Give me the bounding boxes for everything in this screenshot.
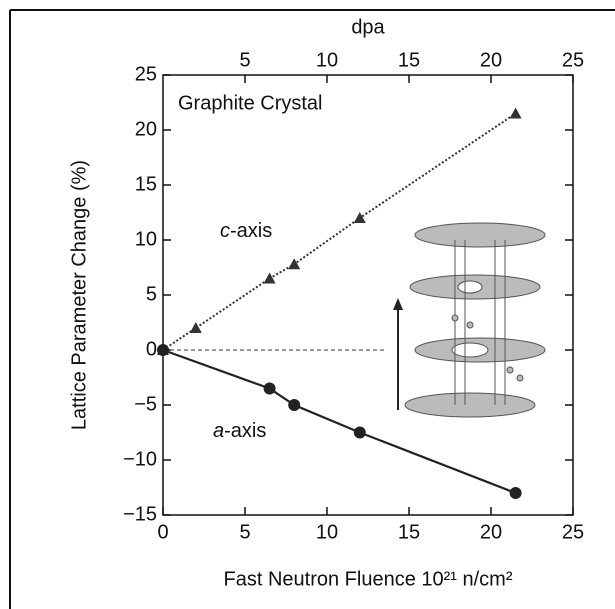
circle-marker — [353, 426, 366, 439]
triangle-marker — [288, 258, 301, 270]
x2-tick-label: 5 — [239, 49, 250, 71]
x-axis-label: Fast Neutron Fluence 10²¹ n/cm² — [224, 568, 513, 590]
x2-tick-label: 25 — [562, 49, 584, 71]
triangle-marker — [509, 107, 522, 119]
series-label-part: c — [220, 220, 230, 242]
x-tick-label: 5 — [239, 521, 250, 543]
y-axis-label: Lattice Parameter Change (%) — [68, 160, 90, 430]
x-tick-label: 20 — [480, 521, 502, 543]
x2-tick-label: 10 — [316, 49, 338, 71]
y-tick-label: −5 — [134, 393, 157, 415]
x-tick-label: 15 — [398, 521, 420, 543]
triangle-marker — [189, 322, 202, 333]
circle-marker — [263, 382, 276, 395]
series-label: c-axis — [220, 220, 272, 242]
x2-tick-label: 15 — [398, 49, 420, 71]
y-tick-label: 0 — [146, 338, 157, 360]
x-tick-label: 25 — [562, 521, 584, 543]
y-tick-label: 5 — [146, 283, 157, 305]
y-tick-label: 15 — [135, 173, 157, 195]
y-tick-label: −15 — [123, 503, 157, 525]
y-tick-label: −10 — [123, 448, 157, 470]
triangle-marker — [353, 212, 366, 223]
crystal-illustration — [393, 222, 546, 418]
x2-tick-label: 20 — [480, 49, 502, 71]
triangle-marker — [263, 272, 276, 284]
top-axis-label: dpa — [351, 16, 385, 38]
series-line — [162, 112, 517, 351]
series-label: a-axis — [213, 420, 266, 442]
series-label-part: -axis — [224, 420, 266, 442]
x-tick-label: 10 — [316, 521, 338, 543]
y-tick-label: 20 — [135, 118, 157, 140]
circle-marker — [288, 399, 301, 411]
circle-marker — [157, 344, 169, 356]
chart-title: Graphite Crystal — [178, 92, 323, 114]
series-label-part: a — [213, 420, 224, 442]
x-tick-label: 0 — [157, 521, 168, 543]
y-tick-label: 10 — [135, 228, 157, 250]
series-label-part: -axis — [230, 220, 272, 242]
y-tick-label: 25 — [135, 63, 157, 85]
circle-marker — [509, 487, 522, 499]
